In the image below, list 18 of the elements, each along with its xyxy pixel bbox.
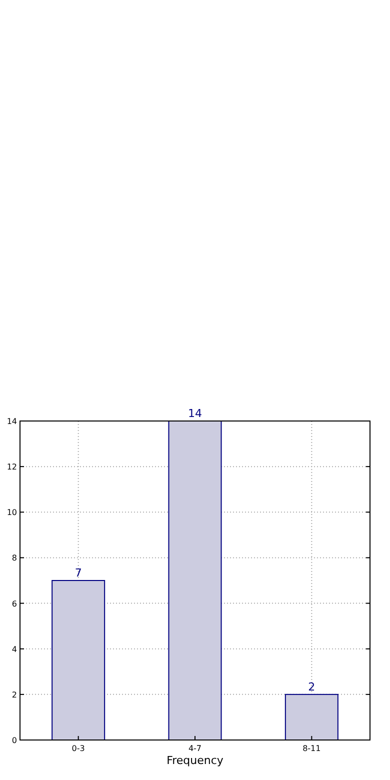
x-axis-title: Frequency (166, 754, 224, 767)
x-tick-label: 8-11 (302, 744, 321, 753)
y-tick-label: 10 (6, 508, 17, 518)
x-tick-label: 0-3 (72, 744, 85, 753)
y-tick-label: 12 (6, 462, 17, 472)
x-tick-label: 4-7 (188, 744, 202, 753)
y-tick-label: 14 (6, 417, 17, 426)
y-tick-label: 8 (12, 554, 17, 563)
y-tick-label: 6 (12, 599, 17, 608)
y-tick-label: 4 (12, 644, 17, 654)
data-label: 2 (308, 680, 316, 694)
y-tick-label: 0 (12, 736, 17, 745)
data-label: 14 (188, 407, 202, 420)
bar (284, 694, 338, 740)
data-label: 7 (74, 566, 82, 580)
y-tick-label: 2 (12, 690, 17, 700)
bar (52, 580, 106, 740)
bar (168, 420, 222, 740)
